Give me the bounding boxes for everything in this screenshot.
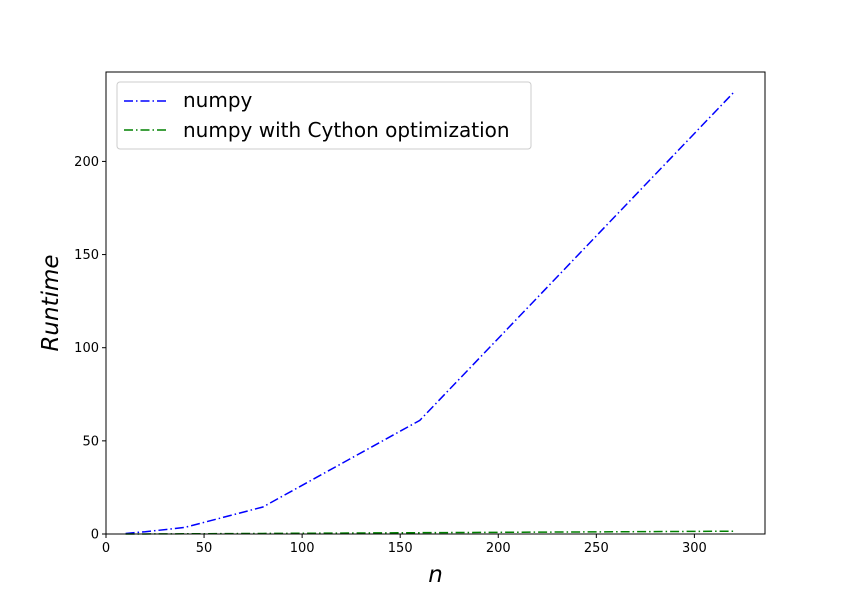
y-axis-ticks: 0 50 100 150 200 [74,155,106,543]
x-axis-label: n [428,562,443,588]
y-tick-label: 200 [74,155,99,170]
series-layer [125,91,735,535]
x-tick-label: 50 [196,541,213,556]
x-tick-label: 100 [290,541,315,556]
series-line-0 [125,91,735,535]
legend-label-numpy: numpy [183,88,253,112]
legend: numpy numpy with Cython optimization [116,81,532,150]
x-tick-label: 150 [388,541,413,556]
y-tick-label: 150 [74,248,99,263]
x-axis-ticks: 0 50 100 150 200 250 300 [102,534,707,556]
legend-label-numpy-cython: numpy with Cython optimization [183,118,510,142]
y-tick-label: 100 [74,341,99,356]
legend-box [116,81,532,150]
plot-frame [105,71,766,535]
x-tick-label: 300 [682,541,707,556]
series-line-1 [125,530,734,535]
y-axis-label: Runtime [38,254,64,351]
y-tick-label: 50 [82,434,99,449]
x-tick-label: 200 [486,541,511,556]
x-tick-label: 0 [102,541,110,556]
y-tick-label: 0 [91,528,99,543]
x-tick-label: 250 [584,541,609,556]
